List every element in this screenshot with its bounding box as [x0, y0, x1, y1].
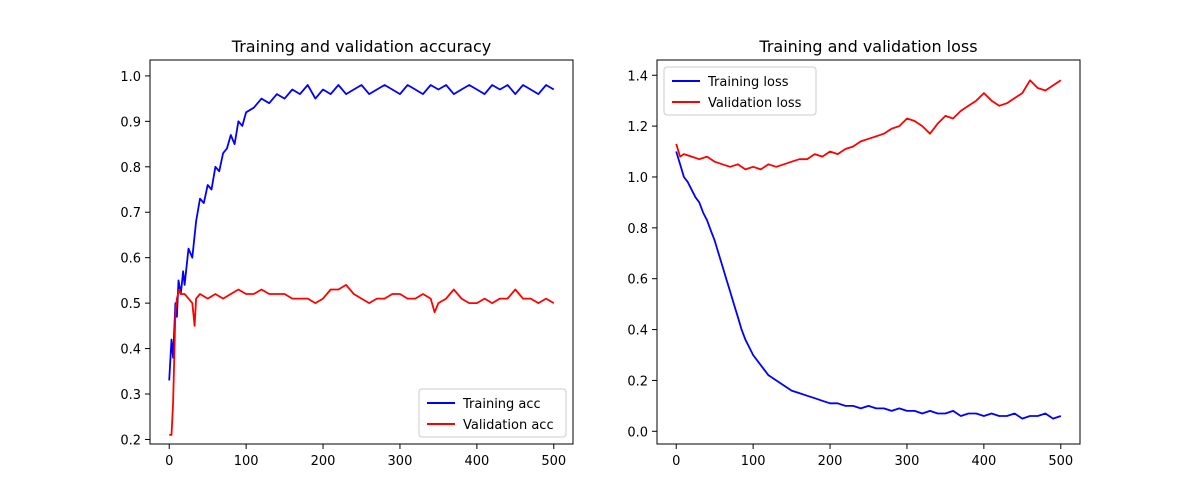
legend: Training loss Validation loss — [663, 66, 817, 116]
chart-title: Training and validation loss — [758, 37, 977, 56]
x-tick-label: 200 — [311, 454, 336, 469]
y-tick-label: 0.3 — [120, 388, 141, 403]
y-tick-label: 0.8 — [120, 161, 141, 176]
y-tick-label: 0.2 — [120, 433, 141, 448]
y-tick-label: 0.2 — [627, 374, 648, 389]
series-line-validation-loss — [675, 79, 1062, 171]
legend-label: Validation acc — [463, 418, 554, 433]
series-line-validation-acc — [169, 283, 555, 436]
legend-label: Training acc — [462, 397, 541, 412]
y-tick-label: 0.6 — [627, 273, 648, 288]
x-tick-label: 0 — [165, 454, 173, 469]
x-tick-label: 200 — [818, 454, 843, 469]
x-tick-label: 300 — [388, 454, 413, 469]
y-tick-label: 0.5 — [120, 297, 141, 312]
charts-root: Training and validation accuracy 0 100 200 3… — [120, 37, 1081, 469]
x-tick-label: 300 — [895, 454, 920, 469]
y-tick-label: 0.7 — [120, 206, 141, 221]
y-tick-label: 1.4 — [627, 69, 648, 84]
x-tick-label: 500 — [541, 454, 566, 469]
y-tick-label: 1.0 — [120, 70, 141, 85]
x-tick-label: 400 — [464, 454, 489, 469]
x-tick-label: 400 — [971, 454, 996, 469]
legend-box — [663, 66, 817, 116]
y-tick-label: 0.0 — [627, 425, 648, 440]
x-tick-label: 100 — [741, 454, 766, 469]
plot-area-frame — [149, 59, 574, 445]
y-tick-label: 0.6 — [120, 252, 141, 267]
legend-label: Training loss — [707, 75, 789, 90]
legend-box — [418, 388, 567, 438]
chart-panel-1: Training and validation accuracy 0 100 200 3… — [120, 37, 574, 469]
plot-area-frame — [656, 59, 1081, 445]
y-tick-label: 1.2 — [627, 120, 648, 135]
y-tick-label: 1.0 — [627, 171, 648, 186]
legend-label: Validation loss — [708, 96, 802, 111]
series-line-training-loss — [675, 151, 1062, 420]
x-tick-label: 0 — [672, 454, 680, 469]
legend: Training acc Validation acc — [418, 388, 567, 438]
y-tick-label: 0.9 — [120, 115, 141, 130]
y-tick-label: 0.4 — [627, 324, 648, 339]
chart-panel-2: Training and validation loss 0 100 200 300 40… — [627, 37, 1081, 469]
x-tick-label: 500 — [1048, 454, 1073, 469]
chart-title: Training and validation accuracy — [231, 37, 491, 56]
y-tick-label: 0.8 — [627, 222, 648, 237]
y-tick-label: 0.4 — [120, 343, 141, 358]
x-tick-label: 100 — [234, 454, 259, 469]
series-line-training-acc — [168, 84, 555, 381]
